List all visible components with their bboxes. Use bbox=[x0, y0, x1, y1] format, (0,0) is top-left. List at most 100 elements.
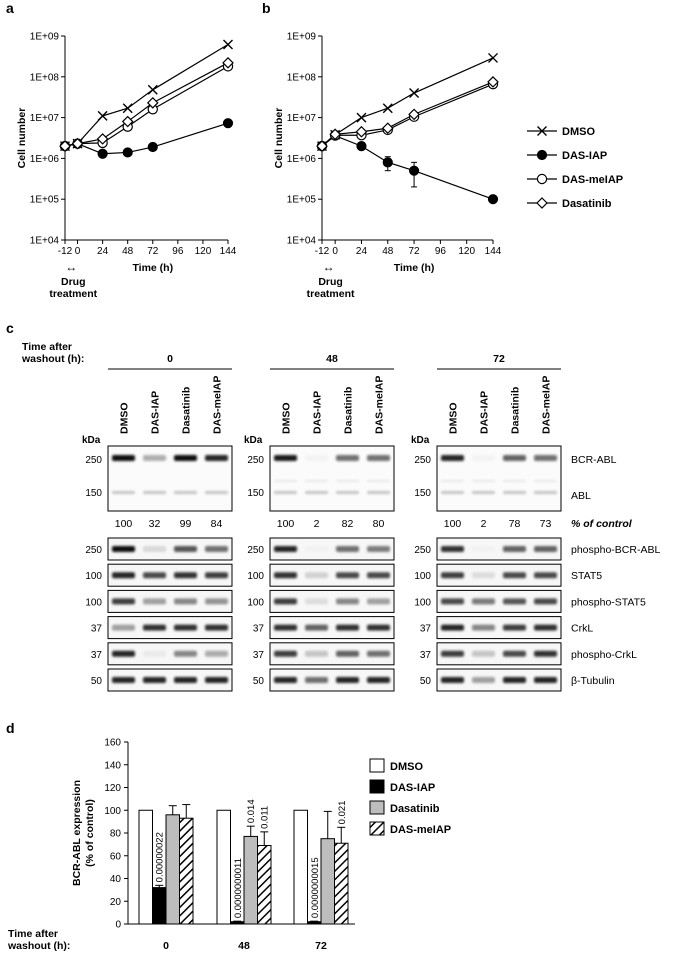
kda-marker: 100 bbox=[247, 571, 264, 582]
x-tick-label: 120 bbox=[195, 246, 212, 257]
lane-label: DAS-IAP bbox=[479, 391, 491, 434]
band bbox=[174, 624, 197, 631]
legend-marker bbox=[536, 149, 548, 161]
band-faint bbox=[503, 480, 526, 482]
band bbox=[174, 650, 197, 657]
band-abl bbox=[336, 491, 359, 494]
blot-strip bbox=[269, 563, 395, 587]
washout-time: 72 bbox=[493, 353, 505, 365]
band-faint bbox=[534, 480, 557, 482]
kda-marker: 250 bbox=[247, 455, 264, 466]
kda-marker: 250 bbox=[414, 545, 431, 556]
quant-value: 2 bbox=[481, 518, 487, 530]
quant-value: 78 bbox=[509, 518, 521, 530]
bar-dasatinib bbox=[165, 814, 180, 925]
band-abl bbox=[274, 491, 297, 494]
kda-marker: 250 bbox=[414, 455, 431, 466]
data-point-dmso bbox=[382, 103, 393, 114]
band bbox=[472, 624, 495, 631]
series-line-das-meiap bbox=[64, 65, 229, 147]
x-tick-label: 72 bbox=[409, 246, 421, 257]
treatment-label: Drug bbox=[318, 276, 343, 288]
band bbox=[112, 598, 135, 605]
band bbox=[336, 546, 359, 552]
legend-swatch bbox=[369, 758, 385, 773]
data-point-dasatinib bbox=[355, 125, 368, 138]
kda-marker: 100 bbox=[414, 571, 431, 582]
y-axis-title: (% of control) bbox=[84, 799, 96, 867]
band bbox=[143, 677, 166, 683]
legend-swatch bbox=[369, 800, 385, 815]
band bbox=[472, 572, 495, 579]
band bbox=[534, 677, 557, 683]
bar-dasatinib bbox=[320, 838, 335, 925]
blot-strip bbox=[436, 616, 562, 640]
treatment-arrow: ↔ bbox=[323, 260, 335, 274]
x-tick-label: 96 bbox=[435, 246, 447, 257]
band bbox=[367, 624, 390, 631]
blot-strip bbox=[436, 642, 562, 666]
x-tick-label: 72 bbox=[147, 246, 159, 257]
x-tick-label: 0 bbox=[75, 246, 81, 257]
lane-label: DAS-meIAP bbox=[212, 376, 224, 434]
kda-marker: 100 bbox=[85, 571, 102, 582]
band bbox=[112, 546, 135, 552]
data-point-das-iap bbox=[222, 118, 234, 129]
y-axis-title: BCR-ABL expression bbox=[71, 780, 83, 886]
p-value: 0.011 bbox=[260, 806, 271, 829]
washout-title: washout (h): bbox=[7, 940, 70, 952]
band bbox=[472, 650, 495, 657]
bar-das-iap bbox=[152, 887, 167, 925]
data-point-dasatinib bbox=[408, 108, 420, 121]
lane-label: DAS-IAP bbox=[312, 391, 324, 434]
legend-label: DMSO bbox=[562, 126, 595, 138]
kda-marker: 50 bbox=[420, 676, 432, 687]
band-faint bbox=[367, 480, 390, 482]
data-point-dasatinib bbox=[121, 115, 134, 128]
quant-value: 80 bbox=[373, 518, 385, 530]
data-point-das-iap bbox=[97, 148, 108, 159]
series-line-das-iap bbox=[64, 122, 229, 155]
bar-das-iap bbox=[230, 921, 245, 925]
p-value: 0.014 bbox=[246, 799, 257, 823]
legend-swatch bbox=[369, 779, 385, 794]
data-point-dasatinib bbox=[96, 133, 109, 145]
washout-time: 0 bbox=[167, 353, 173, 365]
band bbox=[112, 677, 135, 683]
kda-label: kDa bbox=[82, 435, 101, 446]
band bbox=[143, 598, 166, 605]
band-abl bbox=[174, 491, 197, 494]
bar-dmso bbox=[216, 809, 231, 925]
kda-marker: 250 bbox=[85, 455, 102, 466]
band-bcr-abl bbox=[336, 455, 359, 461]
band-faint bbox=[472, 480, 495, 482]
blot-strip bbox=[107, 589, 233, 613]
data-point-dasatinib bbox=[59, 140, 71, 152]
band bbox=[205, 546, 228, 552]
band bbox=[174, 546, 197, 552]
p-value: 0.00000022 bbox=[155, 832, 166, 882]
treatment-label: treatment bbox=[307, 288, 355, 300]
legend-label: Dasatinib bbox=[562, 198, 612, 210]
x-tick-label: 24 bbox=[97, 246, 109, 257]
band-bcr-abl bbox=[503, 455, 526, 461]
lane-label: Dasatinib bbox=[510, 387, 522, 434]
y-tick-label: 100 bbox=[104, 806, 121, 817]
x-tick-label: 24 bbox=[356, 246, 368, 257]
band bbox=[274, 677, 297, 683]
band bbox=[205, 677, 228, 683]
group-label: 48 bbox=[238, 940, 250, 952]
kda-marker: 37 bbox=[253, 624, 265, 635]
bar-das-meiap bbox=[257, 845, 272, 925]
y-tick-label: 120 bbox=[104, 783, 121, 794]
band-abl bbox=[441, 491, 464, 494]
kda-marker: 37 bbox=[91, 650, 103, 661]
band bbox=[112, 572, 135, 579]
growth-chart-a: 1E+04 1E+05 1E+06 1E+07 1E+08 1E+09 -12 0 24 48 72… bbox=[16, 32, 237, 301]
lane-label: DMSO bbox=[448, 403, 460, 435]
treatment-label: treatment bbox=[49, 288, 97, 300]
y-tick-label: 1E+08 bbox=[287, 72, 317, 83]
kda-marker: 150 bbox=[85, 488, 102, 499]
band bbox=[305, 677, 328, 683]
